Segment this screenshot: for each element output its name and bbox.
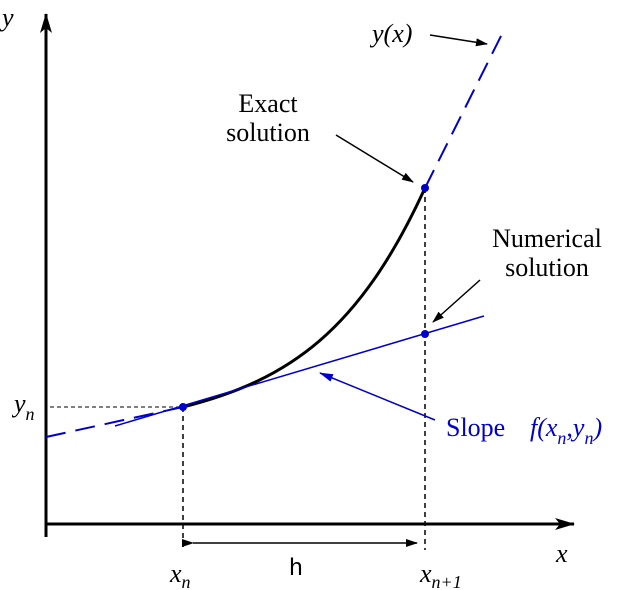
label: f(xn,yn) (530, 413, 602, 448)
text: x (419, 559, 432, 588)
point (179, 403, 187, 411)
text: ,y (566, 413, 585, 442)
text: n (26, 404, 35, 424)
pointer (432, 279, 481, 323)
label: xn (169, 559, 191, 590)
curve-label: y(x) (369, 19, 412, 48)
text: n+1 (432, 572, 462, 590)
axis-label: y (0, 3, 14, 32)
text: f(x (530, 413, 558, 442)
curve-extension (424, 27, 506, 189)
text: y (11, 389, 26, 418)
pointer (319, 372, 436, 421)
exact-curve (182, 187, 427, 409)
pointer (429, 34, 488, 47)
curve-extension (45, 406, 184, 438)
label: xn+1 (419, 559, 462, 590)
point (421, 184, 429, 192)
text: n (182, 572, 191, 590)
label: Slope (446, 413, 505, 442)
point (421, 330, 429, 338)
step-label: h (289, 556, 303, 583)
pointer (335, 134, 414, 183)
text: x (169, 559, 182, 588)
text: n (584, 428, 593, 448)
axis-label: x (555, 539, 568, 568)
label: solution (505, 253, 589, 282)
label: Numerical (492, 224, 602, 253)
text: ) (591, 413, 602, 442)
label: Exact (238, 89, 298, 118)
label: yn (11, 389, 35, 424)
label: solution (226, 118, 310, 147)
text: n (557, 428, 566, 448)
